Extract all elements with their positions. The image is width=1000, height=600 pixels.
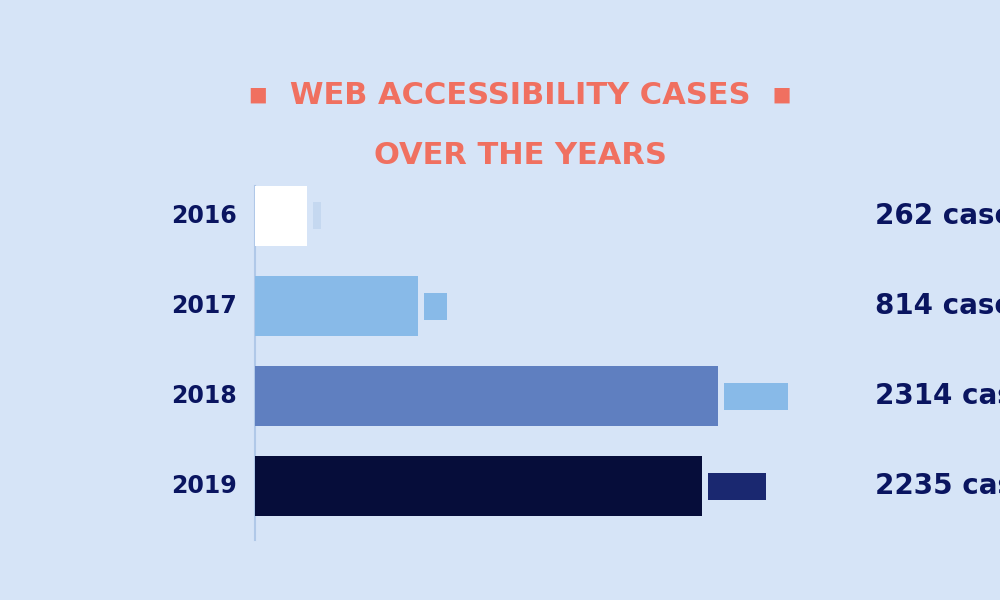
Text: 262 cases: 262 cases	[875, 202, 1000, 230]
Bar	[313, 202, 321, 229]
Text: 2017: 2017	[171, 294, 237, 318]
Text: OVER THE YEARS: OVER THE YEARS	[374, 142, 666, 170]
Text: 2016: 2016	[171, 204, 237, 228]
Bar	[255, 456, 702, 515]
Bar	[255, 186, 307, 246]
Bar	[255, 276, 418, 335]
Bar	[724, 383, 788, 409]
Text: 814 cases: 814 cases	[875, 292, 1000, 320]
Bar	[708, 473, 766, 499]
Text: 2314 cases: 2314 cases	[875, 382, 1000, 410]
Text: 2235 cases: 2235 cases	[875, 472, 1000, 500]
Text: ▪  WEB ACCESSIBILITY CASES  ▪: ▪ WEB ACCESSIBILITY CASES ▪	[248, 82, 792, 110]
Text: 2018: 2018	[171, 384, 237, 408]
Bar	[255, 366, 718, 426]
Text: 2019: 2019	[171, 474, 237, 498]
Bar	[424, 292, 447, 319]
